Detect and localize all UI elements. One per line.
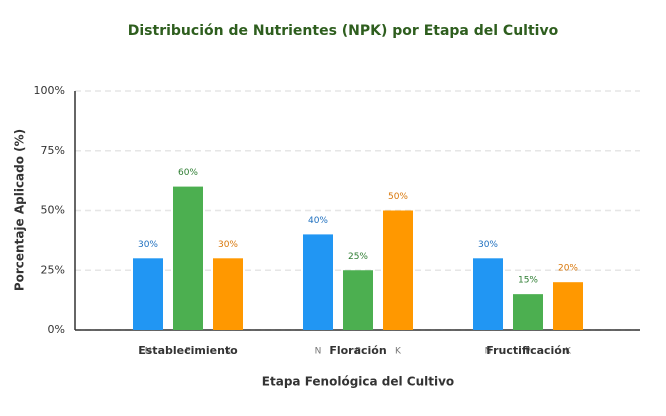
y-tick-label: 50%: [41, 204, 65, 217]
series-tick-label: K: [225, 347, 232, 357]
bar: [473, 258, 503, 330]
value-label: 15%: [518, 276, 538, 286]
bar: [513, 294, 543, 330]
y-tick-label: 100%: [34, 84, 65, 97]
value-label: 30%: [218, 240, 238, 250]
y-tick-label: 0%: [48, 323, 65, 336]
x-tick-label: Floración: [329, 344, 386, 357]
y-axis-label: Porcentaje Aplicado (%): [13, 129, 27, 291]
series-tick-label: N: [145, 347, 152, 357]
value-label: 25%: [348, 252, 368, 262]
bar: [343, 270, 373, 330]
value-label: 20%: [558, 264, 578, 274]
series-tick-label: P: [355, 347, 361, 357]
value-label: 40%: [308, 216, 328, 226]
bar: [213, 258, 243, 330]
bar: [133, 258, 163, 330]
x-tick-label: Establecimiento: [138, 344, 238, 357]
bar: [303, 234, 333, 330]
x-axis-label: Etapa Fenológica del Cultivo: [262, 375, 454, 389]
x-tick-label: Fructificación: [486, 344, 569, 357]
chart-title: Distribución de Nutrientes (NPK) por Eta…: [128, 23, 559, 39]
value-label: 30%: [138, 240, 158, 250]
value-label: 60%: [178, 168, 198, 178]
series-tick-label: K: [565, 347, 572, 357]
value-label: 50%: [388, 192, 408, 202]
series-tick-label: N: [485, 347, 492, 357]
series-tick-label: P: [185, 347, 191, 357]
bar: [553, 282, 583, 330]
y-tick-label: 75%: [41, 144, 65, 157]
value-label: 30%: [478, 240, 498, 250]
bar: [383, 210, 413, 330]
series-tick-label: P: [525, 347, 531, 357]
bar: [173, 186, 203, 330]
series-tick-label: N: [315, 347, 322, 357]
y-tick-label: 25%: [41, 263, 65, 276]
series-tick-label: K: [395, 347, 402, 357]
